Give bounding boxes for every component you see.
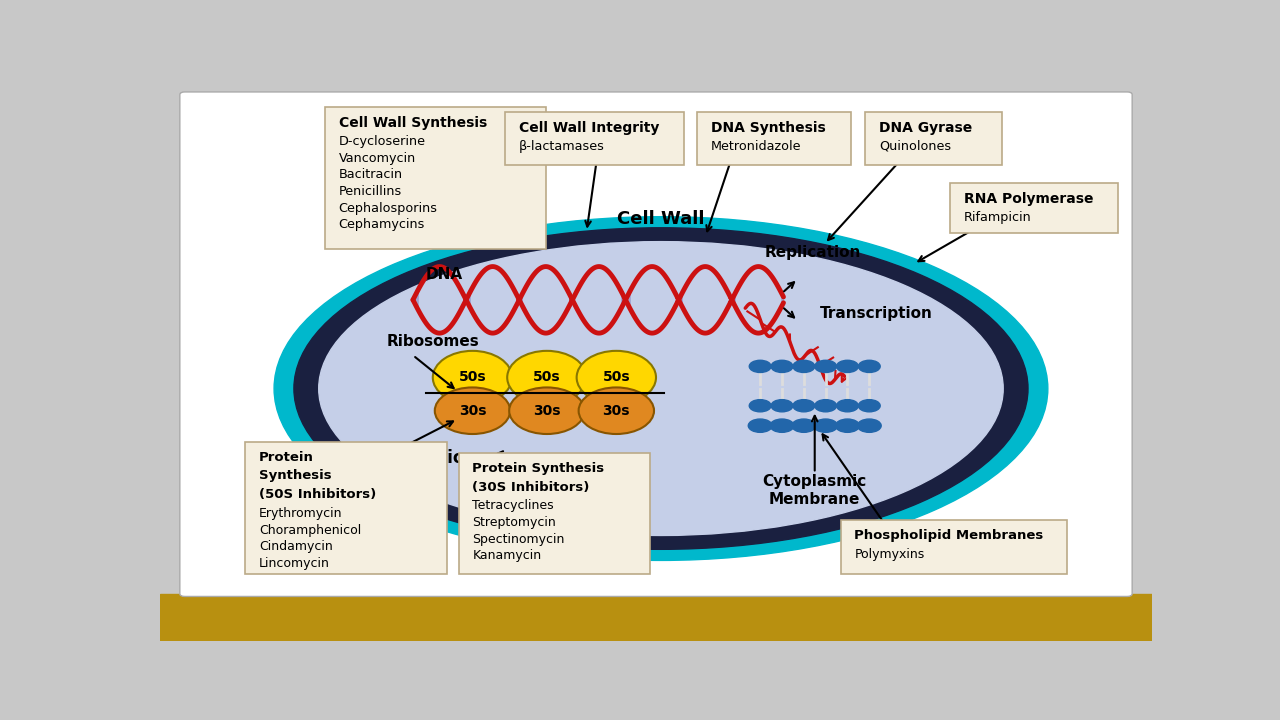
Ellipse shape: [274, 217, 1048, 560]
Text: 30s: 30s: [603, 404, 630, 418]
FancyBboxPatch shape: [458, 453, 650, 574]
Circle shape: [749, 400, 771, 412]
Circle shape: [859, 400, 881, 412]
Circle shape: [815, 360, 837, 372]
Ellipse shape: [433, 351, 512, 404]
Circle shape: [792, 419, 815, 432]
Text: Protein: Protein: [259, 451, 314, 464]
Text: DNA Synthesis: DNA Synthesis: [710, 121, 826, 135]
FancyBboxPatch shape: [950, 183, 1119, 233]
Text: (30S Inhibitors): (30S Inhibitors): [472, 480, 590, 494]
Text: Lincomycin: Lincomycin: [259, 557, 330, 570]
Ellipse shape: [576, 351, 655, 404]
Circle shape: [859, 360, 881, 372]
FancyBboxPatch shape: [179, 92, 1132, 596]
Text: DNA: DNA: [426, 267, 463, 282]
Text: β-lactamases: β-lactamases: [520, 140, 605, 153]
Text: 50s: 50s: [603, 371, 630, 384]
FancyBboxPatch shape: [696, 112, 851, 165]
Text: Quinolones: Quinolones: [879, 140, 951, 153]
Text: Replication: Replication: [765, 246, 861, 260]
Text: Cephalosporins: Cephalosporins: [339, 202, 438, 215]
Circle shape: [771, 419, 794, 432]
Text: Protein Synthesis: Protein Synthesis: [472, 462, 604, 474]
Text: Transcription: Transcription: [819, 306, 933, 321]
Text: RNA Polymerase: RNA Polymerase: [964, 192, 1093, 206]
Circle shape: [858, 419, 881, 432]
Ellipse shape: [435, 387, 511, 434]
Text: Polymyxins: Polymyxins: [855, 548, 924, 561]
Ellipse shape: [294, 228, 1028, 549]
Text: D-cycloserine: D-cycloserine: [339, 135, 425, 148]
Text: Erythromycin: Erythromycin: [259, 507, 343, 520]
FancyBboxPatch shape: [865, 112, 1002, 165]
Text: Spectinomycin: Spectinomycin: [472, 533, 564, 546]
Bar: [160, 594, 1152, 641]
Text: Phospholipid Membranes: Phospholipid Membranes: [855, 529, 1043, 542]
FancyBboxPatch shape: [246, 442, 447, 574]
Circle shape: [837, 360, 859, 372]
Text: Cytoplasmic
Membrane: Cytoplasmic Membrane: [763, 474, 867, 507]
Text: Metronidazole: Metronidazole: [710, 140, 801, 153]
Circle shape: [836, 419, 859, 432]
Text: 50s: 50s: [458, 371, 486, 384]
Circle shape: [749, 360, 771, 372]
Text: 50s: 50s: [532, 371, 561, 384]
Text: Ribosomes: Ribosomes: [387, 334, 479, 349]
Circle shape: [837, 400, 859, 412]
Text: Kanamycin: Kanamycin: [472, 549, 541, 562]
Text: Synthesis: Synthesis: [259, 469, 332, 482]
Text: Cell Wall Integrity: Cell Wall Integrity: [520, 121, 659, 135]
Ellipse shape: [509, 387, 585, 434]
Text: DNA Gyrase: DNA Gyrase: [879, 121, 973, 135]
Circle shape: [749, 419, 772, 432]
Circle shape: [771, 360, 792, 372]
Text: Cell Wall: Cell Wall: [617, 210, 705, 228]
Text: Vancomycin: Vancomycin: [339, 152, 416, 165]
Text: Tetracyclines: Tetracyclines: [472, 500, 554, 513]
Text: Cell Wall Synthesis: Cell Wall Synthesis: [339, 117, 486, 130]
Circle shape: [792, 400, 815, 412]
Text: 30s: 30s: [458, 404, 486, 418]
Text: Cindamycin: Cindamycin: [259, 541, 333, 554]
Text: 30s: 30s: [534, 404, 561, 418]
Ellipse shape: [319, 242, 1004, 536]
Text: Choramphenicol: Choramphenicol: [259, 524, 361, 537]
Text: Rifampicin: Rifampicin: [964, 210, 1032, 224]
Text: Streptomycin: Streptomycin: [472, 516, 557, 529]
Text: Translation: Translation: [374, 449, 477, 467]
Text: (50S Inhibitors): (50S Inhibitors): [259, 488, 376, 501]
Text: Penicillins: Penicillins: [339, 185, 402, 198]
Circle shape: [814, 419, 837, 432]
FancyBboxPatch shape: [841, 521, 1066, 574]
Ellipse shape: [579, 387, 654, 434]
Text: Cephamycins: Cephamycins: [339, 218, 425, 231]
Circle shape: [815, 400, 837, 412]
FancyBboxPatch shape: [325, 107, 545, 249]
FancyBboxPatch shape: [506, 112, 684, 165]
Circle shape: [771, 400, 792, 412]
Ellipse shape: [507, 351, 586, 404]
Circle shape: [792, 360, 815, 372]
Text: Bacitracin: Bacitracin: [339, 168, 403, 181]
